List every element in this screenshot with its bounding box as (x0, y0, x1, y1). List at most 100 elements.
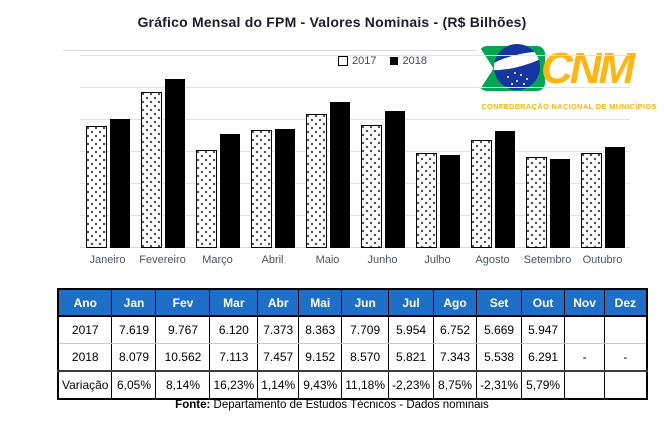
col-header-ago: Ago (433, 288, 478, 317)
bar-2017-fevereiro (140, 92, 162, 248)
source-note-text: Departamento de Estudos Técnicos - Dados… (210, 399, 489, 411)
table-cell: 7.457 (257, 343, 300, 372)
logo-caption: CONFEDERAÇÃO NACIONAL DE MUNICÍPIOS (481, 102, 657, 111)
col-header-out: Out (521, 288, 566, 317)
bar-2017-outubro (580, 153, 602, 248)
col-header-set: Set (476, 288, 523, 317)
page-title: Gráfico Mensal do FPM - Valores Nominais… (137, 14, 527, 30)
gridline (80, 87, 630, 88)
table-cell: 6.291 (521, 343, 566, 372)
table-header-row: Ano Jan Fev Mar Abr Mai Jun Jul Ago Set Out Nov Dez (57, 288, 648, 317)
table-cell: 6,05% (111, 371, 157, 400)
x-axis-labels: Janeiro Fevereiro Março Abril Maio Junho Julho… (80, 254, 630, 266)
bar-2017-julho (415, 153, 437, 248)
row-label: 2017 (57, 315, 113, 344)
row-label: 2018 (57, 343, 113, 372)
x-axis-label: Julho (424, 254, 451, 266)
bar-2017-março (195, 150, 217, 248)
col-header-jul: Jul (388, 288, 435, 317)
col-header-abr: Abr (257, 288, 300, 317)
table-cell: 7.343 (433, 343, 478, 372)
table-cell (564, 371, 606, 400)
col-header-nov: Nov (564, 288, 606, 317)
gridline (80, 215, 630, 216)
table-cell: 10.562 (155, 343, 211, 372)
bar-2017-junho (360, 125, 382, 248)
col-header-mai: Mai (298, 288, 343, 317)
table-cell: 7.619 (111, 315, 157, 344)
legend-2018-swatch-icon (390, 57, 399, 65)
chart-frame-border (63, 50, 649, 51)
table-cell: 6.120 (209, 315, 259, 344)
source-note: Fonte: Departamento de Estudos Técnicos … (0, 399, 664, 411)
cnm-logo: CNM CONFEDERAÇÃO NACIONAL DE MUNICÍPIOS (477, 44, 661, 112)
table-cell: 1,14% (257, 371, 300, 400)
bar-2018-maio (329, 102, 350, 248)
table-cell: 8.363 (298, 315, 343, 344)
bar-2018-março (219, 134, 240, 248)
table-cell: -2,31% (476, 371, 523, 400)
bar-chart-plot-area (80, 52, 630, 248)
chart-legend: 2017 2018 (338, 55, 427, 67)
col-header-mar: Mar (209, 288, 259, 317)
col-header-jan: Jan (111, 288, 157, 317)
bar-2017-setembro (525, 157, 547, 248)
row-label: Variação (57, 371, 113, 400)
col-header-ano: Ano (57, 288, 113, 317)
stars-icon (514, 72, 516, 74)
x-axis-label: Março (202, 254, 233, 266)
table-cell: 16,23% (209, 371, 259, 400)
table-cell: 5.669 (476, 315, 523, 344)
legend-2017-label: 2017 (352, 55, 377, 67)
legend-item-2017: 2017 (338, 55, 376, 67)
table-cell: 7.113 (209, 343, 259, 372)
x-axis-label: Fevereiro (139, 254, 186, 266)
table-cell: 8.570 (341, 343, 390, 372)
table-cell: 7.373 (257, 315, 300, 344)
table-row-variação: Variação 6,05% 8,14% 16,23% 1,14% 9,43% 11,18%… (57, 371, 648, 400)
table-cell: 5,79% (521, 371, 566, 400)
legend-2017-swatch-icon (338, 56, 348, 66)
table-cell (604, 371, 648, 400)
x-axis-line (80, 247, 630, 248)
bar-2018-julho (439, 155, 460, 248)
bar-2018-fevereiro (164, 79, 185, 248)
table-cell: 8.079 (111, 343, 157, 372)
bar-2017-abril (250, 130, 272, 248)
bar-2017-agosto (470, 140, 492, 248)
table-cell: 9,43% (298, 371, 343, 400)
bar-2018-outubro (604, 147, 625, 248)
bar-2018-setembro (549, 159, 570, 248)
legend-item-2018: 2018 (390, 55, 427, 67)
bar-2018-junho (384, 111, 405, 248)
table-cell: 8,75% (433, 371, 478, 400)
gridline (80, 151, 630, 152)
x-axis-label: Agosto (475, 254, 510, 266)
table-cell: - (604, 343, 648, 372)
table-row-2018: 2018 8.079 10.562 7.113 7.457 9.152 8.570 5.821… (57, 343, 648, 372)
table-cell: 7.709 (341, 315, 390, 344)
x-axis-label: Junho (367, 254, 398, 266)
gridline (80, 55, 630, 56)
legend-2018-label: 2018 (402, 55, 427, 67)
fpm-data-table: Ano Jan Fev Mar Abr Mai Jun Jul Ago Set Out Nov Dez 2… (57, 288, 648, 400)
bar-2018-agosto (494, 131, 515, 248)
table-cell: 5.954 (388, 315, 435, 344)
table-cell: 8,14% (155, 371, 211, 400)
x-axis-label: Abril (261, 254, 284, 266)
x-axis-label: Outubro (582, 254, 623, 266)
col-header-fev: Fev (155, 288, 211, 317)
bar-2018-janeiro (109, 119, 130, 248)
bar-2017-maio (305, 114, 327, 248)
table-cell (604, 315, 648, 344)
source-note-label: Fonte: (175, 399, 211, 411)
gridline (80, 119, 630, 120)
globe-icon (494, 44, 540, 90)
gridline (80, 183, 630, 184)
table-cell: 9.152 (298, 343, 343, 372)
table-cell: 9.767 (155, 315, 211, 344)
table-cell: 5.947 (521, 315, 566, 344)
table-cell: 11,18% (341, 371, 390, 400)
table-cell: 5.821 (388, 343, 435, 372)
